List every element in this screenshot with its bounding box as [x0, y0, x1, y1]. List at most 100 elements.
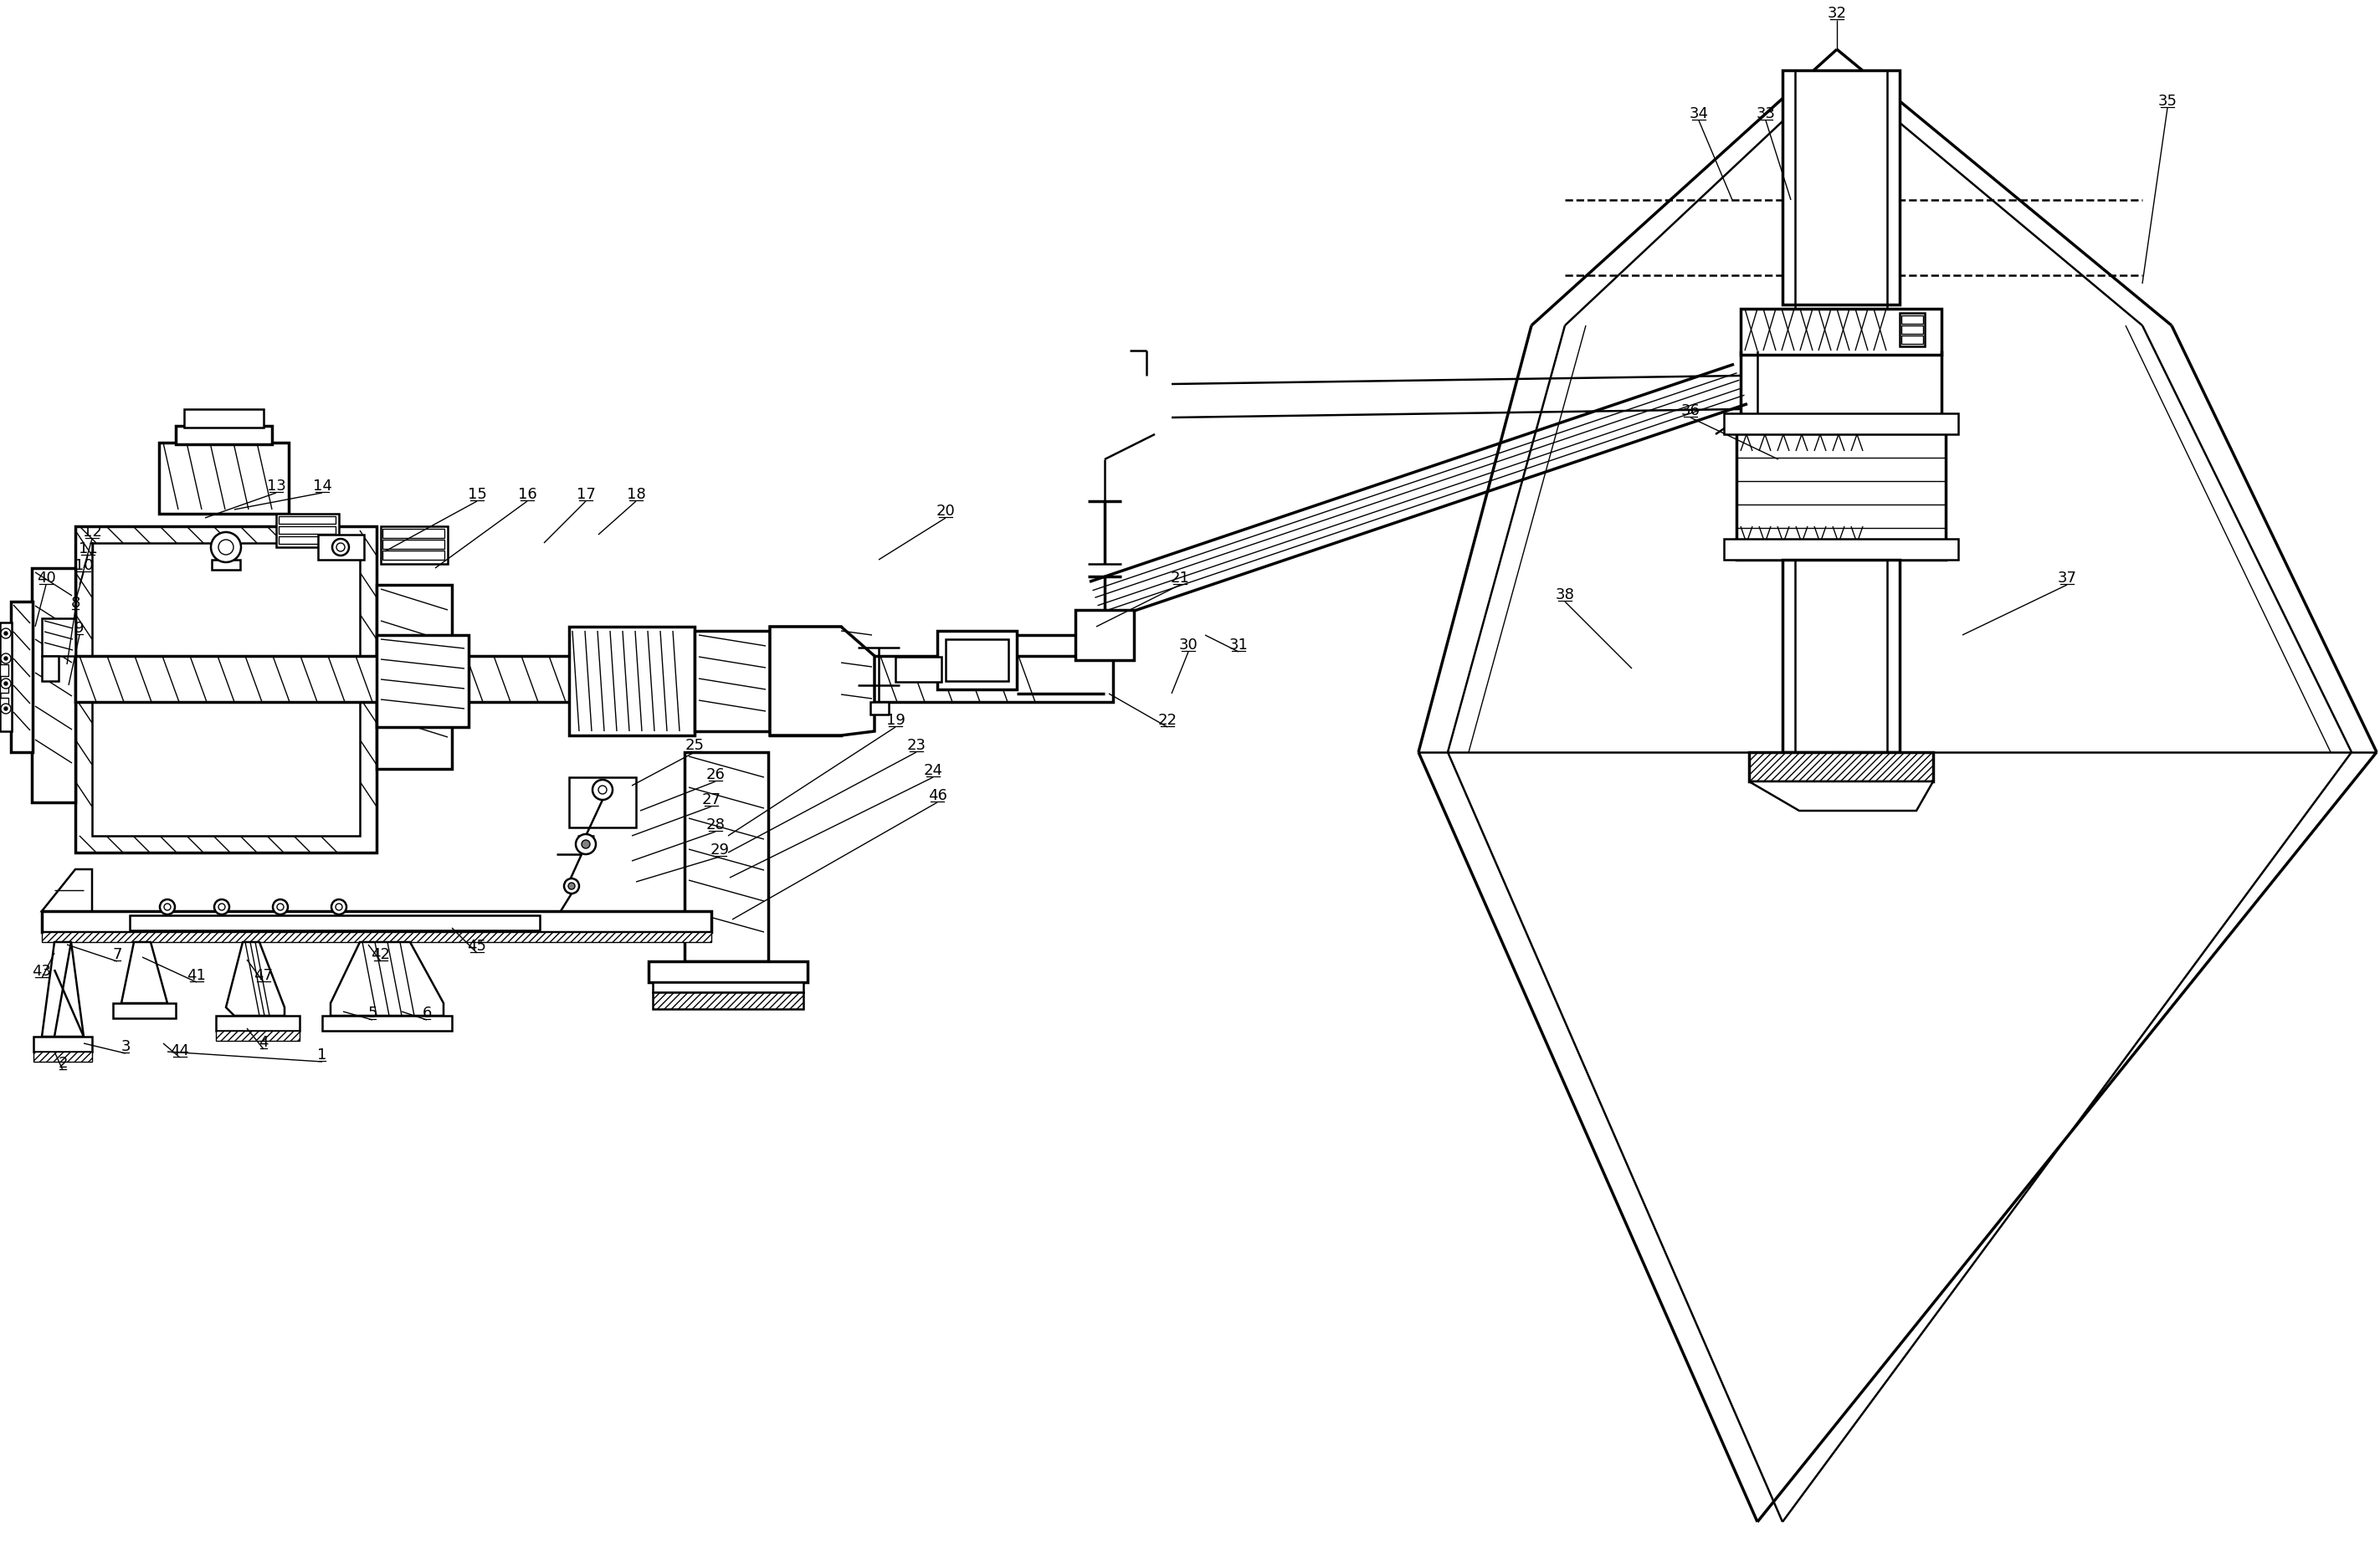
Bar	[652, 982, 804, 993]
Circle shape	[5, 683, 7, 686]
Bar	[33, 1052, 93, 1062]
Circle shape	[274, 900, 288, 914]
Bar	[1723, 414, 1959, 435]
Text: 19: 19	[885, 712, 904, 728]
Polygon shape	[121, 942, 167, 1004]
Circle shape	[0, 705, 12, 714]
Bar	[1902, 317, 1923, 324]
Bar	[383, 540, 445, 549]
Text: 29: 29	[709, 843, 728, 857]
Text: 22: 22	[1157, 712, 1178, 728]
Circle shape	[5, 708, 7, 711]
Bar	[217, 1017, 300, 1031]
Text: 38: 38	[1557, 587, 1576, 602]
Bar	[43, 911, 712, 933]
Bar	[685, 753, 769, 962]
Bar	[1740, 309, 1942, 355]
Bar	[769, 627, 840, 736]
Text: 21: 21	[1171, 570, 1190, 585]
Circle shape	[276, 903, 283, 911]
Bar	[695, 632, 769, 731]
Bar	[652, 993, 804, 1009]
Text: 33: 33	[1756, 106, 1775, 121]
Text: 34: 34	[1690, 106, 1709, 121]
Bar	[650, 962, 807, 982]
Text: 45: 45	[466, 939, 486, 953]
Text: 37: 37	[2056, 570, 2078, 585]
Circle shape	[164, 903, 171, 911]
Text: 18: 18	[626, 487, 645, 501]
Bar	[276, 514, 338, 548]
Bar	[871, 703, 888, 715]
Polygon shape	[331, 942, 443, 1017]
Bar	[1783, 71, 1899, 306]
Bar	[0, 664, 10, 677]
Circle shape	[159, 900, 174, 914]
Bar	[159, 444, 288, 514]
Circle shape	[219, 903, 226, 911]
Circle shape	[219, 540, 233, 556]
Text: 35: 35	[2159, 93, 2178, 109]
Bar	[212, 560, 240, 570]
Bar	[1076, 610, 1133, 661]
Bar	[383, 551, 445, 560]
Text: 5: 5	[367, 1006, 376, 1020]
Circle shape	[331, 900, 347, 914]
Text: 23: 23	[907, 737, 926, 753]
Bar	[183, 410, 264, 428]
Text: 2: 2	[57, 1055, 67, 1071]
Bar	[569, 627, 695, 736]
Bar	[1783, 560, 1899, 753]
Circle shape	[597, 785, 607, 795]
Bar	[945, 639, 1009, 681]
Bar	[43, 933, 712, 942]
Text: 1: 1	[317, 1048, 326, 1062]
Polygon shape	[769, 627, 873, 736]
Bar	[278, 537, 336, 545]
Circle shape	[0, 629, 12, 639]
Bar	[1723, 540, 1959, 560]
Circle shape	[333, 540, 350, 556]
Bar	[93, 543, 359, 837]
Bar	[278, 526, 336, 534]
Bar	[321, 1017, 452, 1031]
Text: 6: 6	[421, 1006, 431, 1020]
Bar	[1749, 753, 1933, 782]
Circle shape	[5, 632, 7, 635]
Polygon shape	[43, 942, 83, 1037]
Text: 46: 46	[928, 788, 947, 802]
Bar	[895, 656, 942, 683]
Text: 28: 28	[707, 816, 726, 832]
Bar	[1902, 337, 1923, 345]
Circle shape	[336, 903, 343, 911]
Text: 14: 14	[312, 478, 331, 494]
Bar	[569, 778, 635, 827]
Bar	[217, 1031, 300, 1041]
Text: 42: 42	[371, 947, 390, 962]
Polygon shape	[226, 942, 286, 1017]
Circle shape	[336, 543, 345, 553]
Bar	[76, 526, 376, 854]
Bar	[381, 526, 447, 565]
Bar	[383, 529, 445, 539]
Circle shape	[576, 835, 595, 855]
Text: 16: 16	[519, 487, 538, 501]
Text: 9: 9	[74, 621, 83, 635]
Text: 25: 25	[685, 737, 704, 753]
Text: 47: 47	[255, 967, 274, 982]
Text: 7: 7	[112, 947, 121, 962]
Bar	[376, 585, 452, 770]
Text: 44: 44	[171, 1043, 190, 1058]
Text: 3: 3	[121, 1038, 131, 1054]
Circle shape	[564, 878, 578, 894]
Text: 40: 40	[36, 570, 55, 585]
Bar	[112, 1004, 176, 1018]
Circle shape	[581, 840, 590, 849]
Bar	[1737, 417, 1947, 560]
Text: 24: 24	[923, 762, 942, 778]
Bar	[176, 427, 271, 445]
Text: 13: 13	[267, 478, 286, 494]
Circle shape	[5, 656, 7, 661]
Text: 8: 8	[71, 596, 81, 610]
Text: 31: 31	[1228, 638, 1247, 652]
